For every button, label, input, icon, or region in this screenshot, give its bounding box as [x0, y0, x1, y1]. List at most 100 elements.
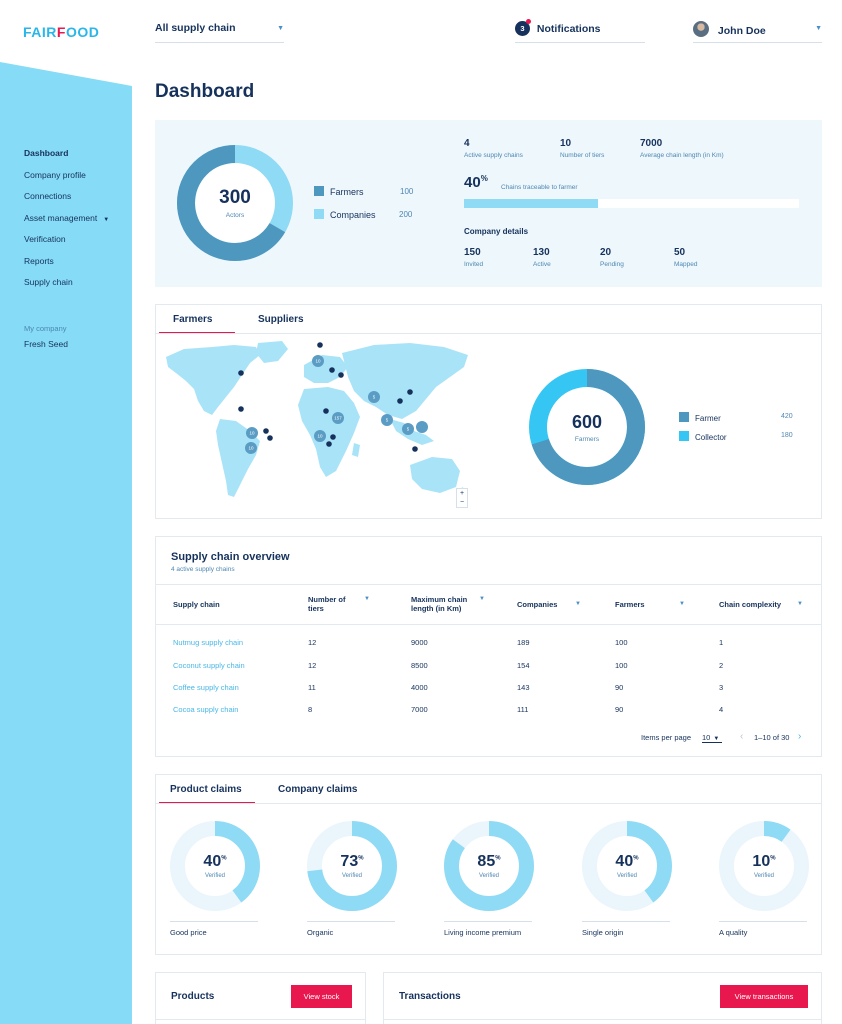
- column-header-complexity[interactable]: Chain complexity ▼: [719, 600, 803, 609]
- claim-ring-chart: [307, 821, 397, 911]
- sidebar-item-verification[interactable]: Verification: [24, 234, 66, 244]
- view-transactions-button[interactable]: View transactions: [720, 985, 808, 1008]
- sidebar-item-label: Asset management: [24, 212, 98, 223]
- claim-organic[interactable]: 73% Verified Organic: [307, 821, 397, 937]
- items-per-page-select[interactable]: 10 ▼: [702, 733, 722, 743]
- sidebar-item-connections[interactable]: Connections: [24, 191, 72, 201]
- claim-divider: [719, 921, 807, 922]
- sidebar-nav: Dashboard Company profile Connections As…: [24, 148, 109, 299]
- map-cluster[interactable]: [381, 414, 393, 426]
- supply-chain-selector[interactable]: All supply chain ▼: [155, 22, 284, 43]
- legend-swatch: [679, 412, 689, 422]
- claim-name: A quality: [719, 928, 748, 937]
- prev-page-button[interactable]: ‹: [740, 731, 744, 742]
- user-menu[interactable]: John Doe ▼: [693, 18, 822, 43]
- view-stock-button[interactable]: View stock: [291, 985, 352, 1008]
- map-marker[interactable]: [397, 398, 403, 404]
- supply-chain-link[interactable]: Nutmug supply chain: [173, 638, 244, 647]
- claim-single-origin[interactable]: 40% Verified Single origin: [582, 821, 672, 937]
- traceable-label: Chains traceable to farmer: [501, 184, 578, 191]
- table-header-divider: [156, 624, 821, 625]
- claim-ring: 85% Verified: [444, 821, 534, 911]
- supply-chain-link[interactable]: Cocoa supply chain: [173, 705, 239, 714]
- map-marker[interactable]: [326, 441, 332, 447]
- sidebar-item-dashboard[interactable]: Dashboard: [24, 148, 69, 158]
- map-marker[interactable]: [330, 434, 336, 440]
- tab-farmers[interactable]: Farmers: [173, 314, 213, 325]
- map-marker[interactable]: [238, 406, 244, 412]
- map-marker[interactable]: [317, 342, 323, 348]
- farmers-donut-chart: [529, 369, 645, 485]
- map-cluster[interactable]: [312, 355, 324, 367]
- legend-swatch: [679, 431, 689, 441]
- cluster-label: 5: [373, 395, 376, 400]
- tab-product-claims[interactable]: Product claims: [170, 784, 242, 795]
- map-cluster[interactable]: [314, 430, 326, 442]
- map-cluster[interactable]: [245, 442, 257, 454]
- caret-down-icon: ▼: [103, 216, 110, 223]
- map-marker[interactable]: [412, 446, 418, 452]
- legend-farmers-value: 100: [400, 187, 414, 196]
- map-marker[interactable]: [267, 435, 273, 441]
- map-cluster[interactable]: [402, 423, 414, 435]
- notifications-button[interactable]: 3 Notifications: [515, 19, 645, 43]
- next-page-button[interactable]: ›: [798, 731, 802, 742]
- items-per-page-label: Items per page: [641, 733, 692, 742]
- cell-tiers: 12: [308, 638, 317, 647]
- my-company-name[interactable]: Fresh Seed: [24, 339, 68, 349]
- caret-down-icon: ▼: [713, 736, 720, 742]
- map-marker[interactable]: [323, 408, 329, 414]
- supply-chain-link[interactable]: Coconut supply chain: [173, 661, 245, 670]
- cell-complexity: 4: [719, 705, 724, 714]
- claim-percentage: 40%: [203, 853, 227, 870]
- map-marker[interactable]: [238, 370, 244, 376]
- products-card: Products View stock: [155, 972, 366, 1024]
- avatar: [693, 21, 709, 37]
- sidebar-item-supply-chain[interactable]: Supply chain: [24, 277, 73, 287]
- map-cluster[interactable]: [332, 412, 344, 424]
- claim-a-quality[interactable]: 10% Verified A quality: [719, 821, 809, 937]
- cluster-label: 10: [248, 446, 254, 451]
- tab-divider: [156, 333, 821, 334]
- sidebar-item-reports[interactable]: Reports: [24, 255, 54, 266]
- zoom-out-button[interactable]: −: [459, 499, 465, 506]
- tab-suppliers[interactable]: Suppliers: [258, 314, 304, 325]
- claim-living-income-premium[interactable]: 85% Verified Living income premium: [444, 821, 534, 937]
- map-marker[interactable]: [338, 372, 344, 378]
- cell-tiers: 11: [308, 683, 316, 692]
- map-cluster[interactable]: [368, 391, 380, 403]
- sidebar-item-company-profile[interactable]: Company profile: [24, 169, 86, 180]
- column-header-farmers[interactable]: Farmers ▼: [615, 600, 685, 609]
- page-range: 1–10 of 30: [754, 733, 790, 742]
- map-cluster[interactable]: [246, 427, 258, 439]
- sidebar-item-asset-management[interactable]: Asset management ▼: [24, 213, 109, 235]
- claim-ring-chart: [170, 821, 260, 911]
- legend-swatch: [314, 186, 324, 196]
- legend-farmer-value: 420: [781, 413, 793, 420]
- column-header-max-length[interactable]: Maximum chain length (in Km) ▼: [411, 595, 485, 613]
- legend-collector-value: 180: [781, 432, 793, 439]
- claim-ring-fill: [170, 821, 260, 911]
- legend-companies: Companies: [314, 209, 376, 220]
- fairfood-logo[interactable]: FAIRFOOD: [23, 24, 100, 40]
- claim-percentage: 73%: [340, 853, 364, 870]
- map-marker[interactable]: [407, 389, 413, 395]
- column-header-tiers[interactable]: Number of tiers ▼: [308, 595, 370, 613]
- claim-ring: 73% Verified: [307, 821, 397, 911]
- page-title: Dashboard: [155, 81, 255, 102]
- table-subtitle: 4 active supply chains: [171, 566, 235, 573]
- claim-ring-fill: [307, 821, 397, 911]
- supply-chain-link[interactable]: Coffee supply chain: [173, 683, 239, 692]
- cell-length: 8500: [411, 661, 428, 670]
- claim-divider: [444, 921, 532, 922]
- column-header-companies[interactable]: Companies ▼: [517, 600, 581, 609]
- cluster-label: 10: [317, 434, 323, 439]
- supply-chain-selector-value: All supply chain: [155, 22, 236, 34]
- cell-complexity: 2: [719, 661, 724, 670]
- map-marker[interactable]: [263, 428, 269, 434]
- claim-good-price[interactable]: 40% Verified Good price: [170, 821, 260, 937]
- zoom-in-button[interactable]: +: [459, 490, 465, 497]
- map-cluster[interactable]: [416, 421, 428, 433]
- map-marker[interactable]: [329, 367, 335, 373]
- tab-company-claims[interactable]: Company claims: [278, 784, 358, 795]
